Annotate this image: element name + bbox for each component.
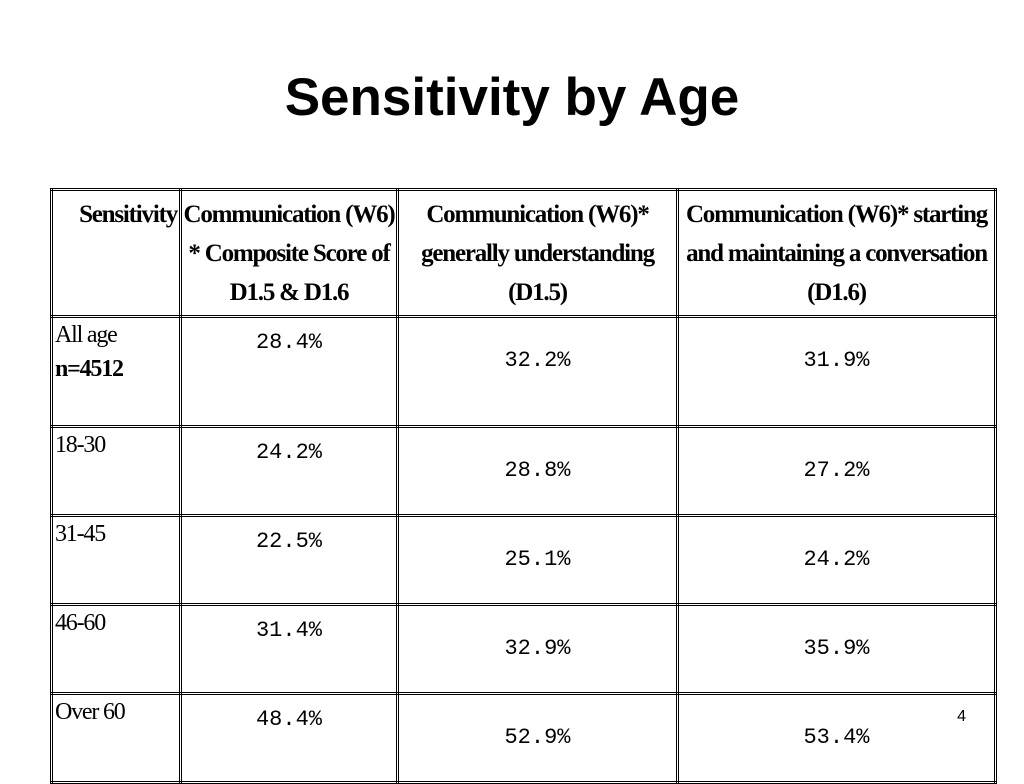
table-row-46-60: 46-60 31.4% 32.9% 35.9% (50, 603, 997, 695)
page-number: 4 (957, 708, 966, 725)
row-label-text: All age (55, 322, 118, 348)
table-cell: 28.8% (396, 425, 679, 517)
table-cell: 31.4% (179, 603, 399, 695)
row-label: All age n=4512 (50, 315, 182, 428)
table-row-over-60: Over 60 48.4% 52.9% 53.4% (50, 692, 997, 784)
header-sensitivity: Sensitivity (50, 188, 182, 318)
table-cell: 24.2% (676, 514, 997, 606)
table-cell: 32.9% (396, 603, 679, 695)
table-header-row: Sensitivity Communication (W6) * Composi… (50, 188, 997, 318)
sensitivity-table: Sensitivity Communication (W6) * Composi… (50, 188, 997, 784)
row-label: Over 60 (50, 692, 182, 784)
header-composite-score: Communication (W6) * Composite Score of … (179, 188, 399, 318)
row-label: 31-45 (50, 514, 182, 606)
header-generally-understanding: Communication (W6)* generally understand… (396, 188, 679, 318)
table-cell: 31.9% (676, 315, 997, 428)
row-sample-size: n=4512 (55, 356, 124, 382)
table-cell: 53.4% (676, 692, 997, 784)
table-cell: 28.4% (179, 315, 399, 428)
table-row-31-45: 31-45 22.5% 25.1% 24.2% (50, 514, 997, 606)
row-label: 18-30 (50, 425, 182, 517)
row-label: 46-60 (50, 603, 182, 695)
header-starting-conversation: Communication (W6)* starting and maintai… (676, 188, 997, 318)
table-row-all-age: All age n=4512 28.4% 32.2% 31.9% (50, 315, 997, 428)
table-cell: 35.9% (676, 603, 997, 695)
table-cell: 48.4% (179, 692, 399, 784)
table-cell: 24.2% (179, 425, 399, 517)
table-cell: 25.1% (396, 514, 679, 606)
table-cell: 52.9% (396, 692, 679, 784)
table-cell: 32.2% (396, 315, 679, 428)
table-cell: 27.2% (676, 425, 997, 517)
table-cell: 22.5% (179, 514, 399, 606)
slide-title: Sensitivity by Age (284, 68, 740, 127)
table-row-18-30: 18-30 24.2% 28.8% 27.2% (50, 425, 997, 517)
